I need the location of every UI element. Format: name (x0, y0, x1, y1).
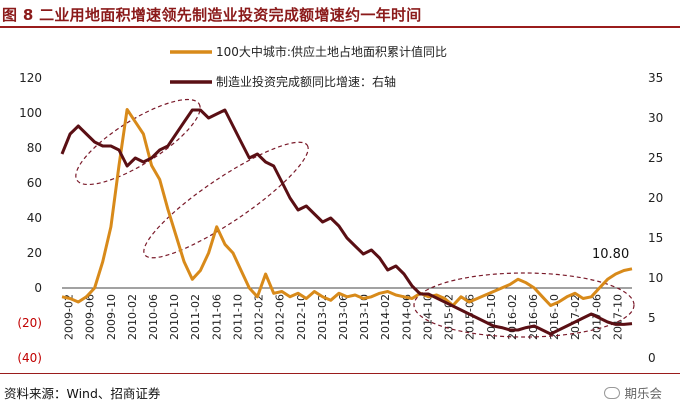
left-tick-label: 80 (27, 141, 42, 155)
x-tick-label: 2015-06 (464, 294, 477, 340)
series-line-land (61, 108, 633, 307)
figure-title: 图 8 二业用地面积增速领先制造业投资完成额增速约一年时间 (2, 6, 422, 24)
right-tick-label: 10 (648, 271, 663, 285)
x-tick-label: 2013-02 (316, 294, 329, 340)
left-tick-label: 0 (34, 281, 42, 295)
x-tick-label: 2014-06 (400, 294, 413, 340)
right-tick-label: 0 (648, 351, 656, 365)
x-tick-label: 2011-10 (231, 294, 244, 340)
left-tick-label: 100 (19, 106, 42, 120)
right-tick-label: 25 (648, 151, 663, 165)
source-note: 资料来源：Wind、招商证券 (4, 386, 161, 401)
x-tick-label: 2009-02 (63, 294, 76, 340)
brand-watermark: 期乐会 (604, 383, 662, 402)
series-line-invest (60, 108, 633, 336)
highlight-ellipse (75, 98, 201, 186)
chart: (40) (20) 0 20 40 60 80 100 120 0 5 10 15 20 25 30 35 2… (17, 44, 663, 365)
x-tick-label: 2012-02 (253, 294, 266, 340)
x-tick-label: 2012-06 (274, 294, 287, 340)
right-tick-label: 20 (648, 191, 663, 205)
x-tick-label: 2013-10 (358, 294, 371, 340)
title-rule (0, 26, 680, 28)
right-tick-label: 30 (648, 111, 663, 125)
x-tick-label: 2009-10 (105, 294, 118, 340)
left-tick-label: (40) (17, 351, 42, 365)
left-tick-label: 20 (27, 246, 42, 260)
x-tick-label: 2011-02 (189, 294, 202, 340)
x-tick-label: 2014-02 (379, 294, 392, 340)
right-tick-label: 35 (648, 71, 663, 85)
x-tick-label: 2010-02 (126, 294, 139, 340)
brand-label: 期乐会 (624, 386, 662, 401)
left-tick-label: 120 (19, 71, 42, 85)
left-tick-label: 60 (27, 176, 42, 190)
x-tick-label: 2009-06 (84, 294, 97, 340)
x-tick-label: 2017-10 (611, 294, 624, 340)
x-tick-label: 2016-02 (506, 294, 519, 340)
x-tick-label: 2012-10 (295, 294, 308, 340)
x-tick-label: 2014-10 (421, 294, 434, 340)
right-tick-label: 15 (648, 231, 663, 245)
x-tick-label: 2010-06 (147, 294, 160, 340)
source-rule (0, 373, 680, 374)
legend-label-invest: 制造业投资完成额同比增速：右轴 (216, 74, 396, 89)
highlight-ellipse (413, 272, 635, 338)
left-axis: (40) (20) 0 20 40 60 80 100 120 (17, 71, 42, 365)
x-tick-label: 2015-10 (485, 294, 498, 340)
brand-icon (604, 387, 621, 399)
highlight-ellipse (143, 141, 309, 259)
x-tick-label: 2017-02 (569, 294, 582, 340)
x-tick-label: 2010-10 (168, 294, 181, 340)
value-annotation: 10.80 (592, 247, 629, 262)
left-tick-label: 40 (27, 211, 42, 225)
x-axis: 2009-02 2009-06 2009-10 2010-02 2010-06 2010-… (63, 294, 625, 340)
x-tick-label: 2013-06 (337, 294, 350, 340)
legend-label-land: 100大中城市:供应土地占地面积累计值同比 (216, 44, 447, 59)
x-tick-label: 2011-06 (210, 294, 223, 340)
series-layer (60, 108, 633, 336)
x-tick-label: 2016-06 (527, 294, 540, 340)
right-axis: 0 5 10 15 20 25 30 35 (648, 71, 663, 365)
legend: 100大中城市:供应土地占地面积累计值同比 制造业投资完成额同比增速：右轴 (170, 44, 447, 89)
right-tick-label: 5 (648, 311, 656, 325)
left-tick-label: (20) (17, 316, 42, 330)
